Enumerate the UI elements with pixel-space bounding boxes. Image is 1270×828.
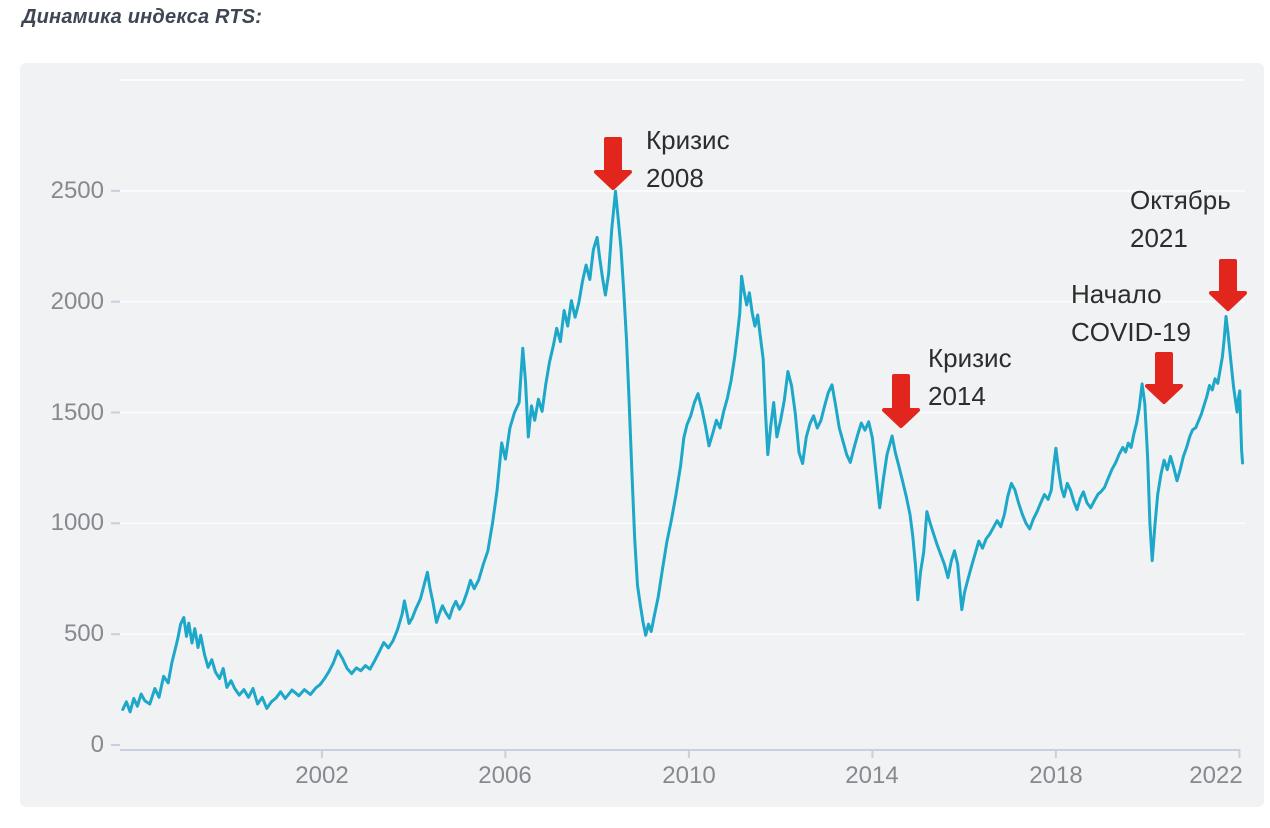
crisis-down-arrow-icon: [594, 137, 632, 190]
rts-index-line: [121, 189, 1245, 714]
crisis-down-arrow-icon: [1145, 352, 1183, 404]
crisis-down-arrow-icon: [882, 374, 920, 428]
page-title: Динамика индекса RTS:: [22, 6, 263, 28]
crisis-down-arrow-icon: [1209, 259, 1247, 311]
